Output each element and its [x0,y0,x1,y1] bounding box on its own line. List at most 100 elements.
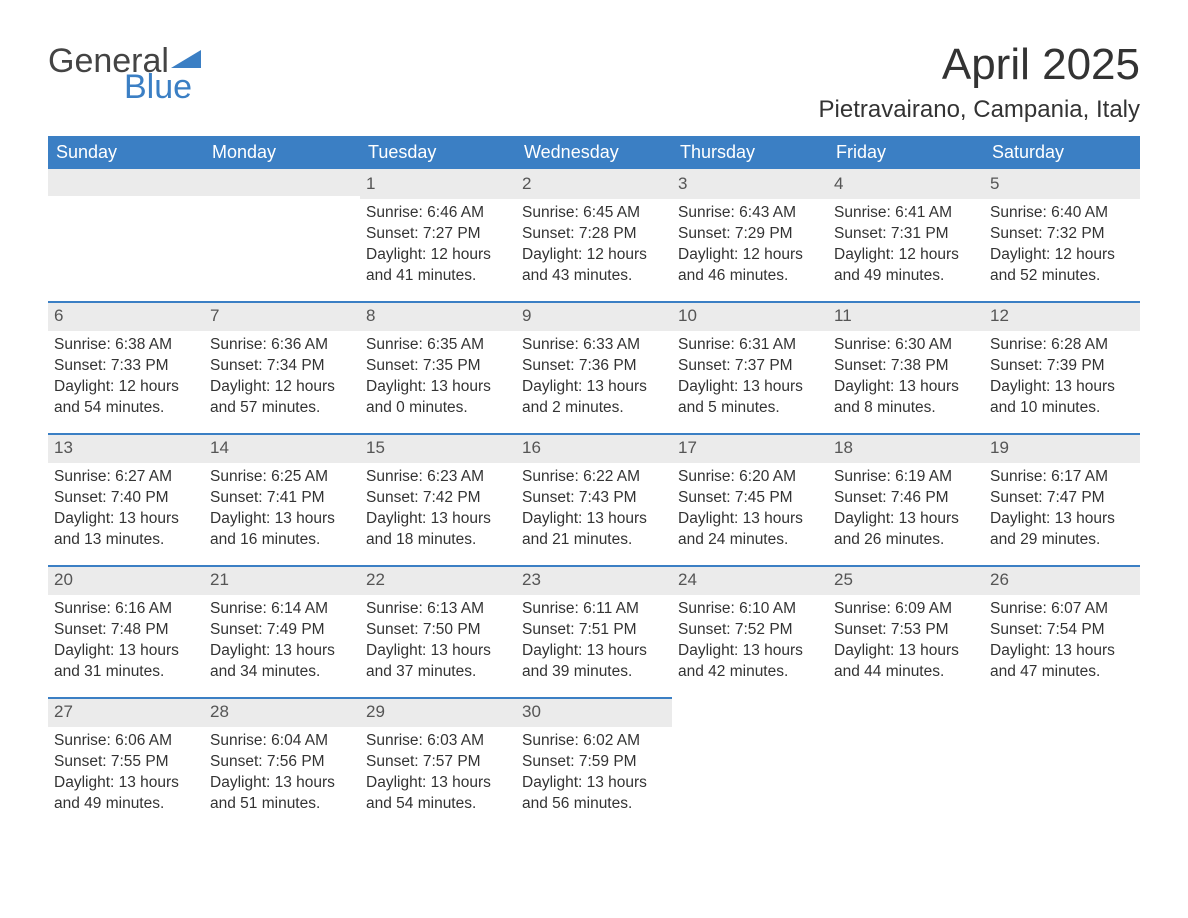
sunrise-text: Sunrise: 6:16 AM [54,599,198,620]
calendar-cell: 8Sunrise: 6:35 AMSunset: 7:35 PMDaylight… [360,301,516,433]
daylight-text: Daylight: 12 hours and 46 minutes. [678,245,822,287]
day-body: Sunrise: 6:04 AMSunset: 7:56 PMDaylight:… [204,731,360,823]
day-body: Sunrise: 6:20 AMSunset: 7:45 PMDaylight:… [672,467,828,559]
day-number: 5 [984,169,1140,199]
calendar-cell [984,697,1140,829]
day-body: Sunrise: 6:06 AMSunset: 7:55 PMDaylight:… [48,731,204,823]
daylight-text: Daylight: 13 hours and 13 minutes. [54,509,198,551]
sunrise-text: Sunrise: 6:36 AM [210,335,354,356]
sunrise-text: Sunrise: 6:02 AM [522,731,666,752]
day-number: 21 [204,565,360,595]
calendar-weeks: 1Sunrise: 6:46 AMSunset: 7:27 PMDaylight… [48,169,1140,829]
calendar-cell: 5 Sunrise: 6:40 AMSunset: 7:32 PMDaylight… [984,169,1140,301]
calendar-week: 6Sunrise: 6:38 AMSunset: 7:33 PMDaylight… [48,301,1140,433]
daylight-text: Daylight: 13 hours and 54 minutes. [366,773,510,815]
daylight-text: Daylight: 12 hours and 57 minutes. [210,377,354,419]
calendar-title: April 2025 [819,40,1141,90]
calendar-cell [828,697,984,829]
day-body: Sunrise: 6:43 AMSunset: 7:29 PMDaylight:… [672,203,828,295]
daylight-text: Daylight: 13 hours and 31 minutes. [54,641,198,683]
daylight-text: Daylight: 13 hours and 49 minutes. [54,773,198,815]
calendar-cell: 20Sunrise: 6:16 AMSunset: 7:48 PMDayligh… [48,565,204,697]
sunset-text: Sunset: 7:29 PM [678,224,822,245]
calendar-cell: 9Sunrise: 6:33 AMSunset: 7:36 PMDaylight… [516,301,672,433]
day-number: 27 [48,697,204,727]
document-header: General Blue April 2025 Pietravairano, C… [48,40,1140,124]
sunrise-text: Sunrise: 6:25 AM [210,467,354,488]
day-body: Sunrise: 6:40 AMSunset: 7:32 PMDaylight:… [984,203,1140,295]
day-number: 14 [204,433,360,463]
sunset-text: Sunset: 7:50 PM [366,620,510,641]
day-number: 16 [516,433,672,463]
day-body: Sunrise: 6:10 AMSunset: 7:52 PMDaylight:… [672,599,828,691]
daylight-text: Daylight: 13 hours and 21 minutes. [522,509,666,551]
day-number: 7 [204,301,360,331]
calendar-cell: 10 Sunrise: 6:31 AMSunset: 7:37 PMDayligh… [672,301,828,433]
calendar-cell: 18Sunrise: 6:19 AMSunset: 7:46 PMDayligh… [828,433,984,565]
day-body: Sunrise: 6:16 AMSunset: 7:48 PMDaylight:… [48,599,204,691]
sunrise-text: Sunrise: 6:20 AM [678,467,822,488]
empty-day-head [48,169,204,196]
calendar-cell: 2Sunrise: 6:45 AMSunset: 7:28 PMDaylight… [516,169,672,301]
calendar-cell: 6Sunrise: 6:38 AMSunset: 7:33 PMDaylight… [48,301,204,433]
calendar-cell: 30Sunrise: 6:02 AMSunset: 7:59 PMDayligh… [516,697,672,829]
day-number: 12 [984,301,1140,331]
sunset-text: Sunset: 7:57 PM [366,752,510,773]
day-body: Sunrise: 6:03 AMSunset: 7:57 PMDaylight:… [360,731,516,823]
day-body: Sunrise: 6:28 AMSunset: 7:39 PMDaylight:… [984,335,1140,427]
sunset-text: Sunset: 7:59 PM [522,752,666,773]
sunset-text: Sunset: 7:31 PM [834,224,978,245]
sunrise-text: Sunrise: 6:22 AM [522,467,666,488]
day-body: Sunrise: 6:38 AMSunset: 7:33 PMDaylight:… [48,335,204,427]
day-body: Sunrise: 6:30 AMSunset: 7:38 PMDaylight:… [828,335,984,427]
day-header: Tuesday [360,136,516,169]
day-body: Sunrise: 6:14 AMSunset: 7:49 PMDaylight:… [204,599,360,691]
day-body: Sunrise: 6:46 AMSunset: 7:27 PMDaylight:… [360,203,516,295]
calendar-cell: 25Sunrise: 6:09 AMSunset: 7:53 PMDayligh… [828,565,984,697]
day-number: 10 [672,301,828,331]
sunrise-text: Sunrise: 6:14 AM [210,599,354,620]
day-body: Sunrise: 6:19 AMSunset: 7:46 PMDaylight:… [828,467,984,559]
calendar-location: Pietravairano, Campania, Italy [819,96,1141,124]
daylight-text: Daylight: 12 hours and 43 minutes. [522,245,666,287]
day-body: Sunrise: 6:07 AMSunset: 7:54 PMDaylight:… [984,599,1140,691]
day-number: 15 [360,433,516,463]
sunrise-text: Sunrise: 6:07 AM [990,599,1134,620]
day-number: 3 [672,169,828,199]
daylight-text: Daylight: 13 hours and 56 minutes. [522,773,666,815]
day-number: 11 [828,301,984,331]
day-body: Sunrise: 6:17 AMSunset: 7:47 PMDaylight:… [984,467,1140,559]
sunrise-text: Sunrise: 6:43 AM [678,203,822,224]
sunset-text: Sunset: 7:45 PM [678,488,822,509]
day-body: Sunrise: 6:31 AMSunset: 7:37 PMDaylight:… [672,335,828,427]
daylight-text: Daylight: 13 hours and 26 minutes. [834,509,978,551]
calendar-cell: 27 Sunrise: 6:06 AMSunset: 7:55 PMDayligh… [48,697,204,829]
sunset-text: Sunset: 7:38 PM [834,356,978,377]
sunset-text: Sunset: 7:42 PM [366,488,510,509]
sunset-text: Sunset: 7:51 PM [522,620,666,641]
daylight-text: Daylight: 13 hours and 34 minutes. [210,641,354,683]
sunrise-text: Sunrise: 6:11 AM [522,599,666,620]
calendar-cell: 19Sunrise: 6:17 AMSunset: 7:47 PMDayligh… [984,433,1140,565]
daylight-text: Daylight: 12 hours and 41 minutes. [366,245,510,287]
title-block: April 2025 Pietravairano, Campania, Ital… [819,40,1141,124]
calendar-cell: 26Sunrise: 6:07 AMSunset: 7:54 PMDayligh… [984,565,1140,697]
day-header: Sunday [48,136,204,169]
calendar-cell: 22Sunrise: 6:13 AMSunset: 7:50 PMDayligh… [360,565,516,697]
daylight-text: Daylight: 13 hours and 5 minutes. [678,377,822,419]
day-header-row: Sunday Monday Tuesday Wednesday Thursday… [48,136,1140,169]
sunrise-text: Sunrise: 6:38 AM [54,335,198,356]
daylight-text: Daylight: 13 hours and 0 minutes. [366,377,510,419]
sunset-text: Sunset: 7:47 PM [990,488,1134,509]
day-number: 9 [516,301,672,331]
day-body: Sunrise: 6:45 AMSunset: 7:28 PMDaylight:… [516,203,672,295]
sunrise-text: Sunrise: 6:10 AM [678,599,822,620]
logo: General Blue [48,40,201,104]
day-body: Sunrise: 6:25 AMSunset: 7:41 PMDaylight:… [204,467,360,559]
sunset-text: Sunset: 7:27 PM [366,224,510,245]
calendar-cell: 21 Sunrise: 6:14 AMSunset: 7:49 PMDayligh… [204,565,360,697]
calendar-cell [48,169,204,301]
calendar-week: 1Sunrise: 6:46 AMSunset: 7:27 PMDaylight… [48,169,1140,301]
calendar-cell: 16Sunrise: 6:22 AMSunset: 7:43 PMDayligh… [516,433,672,565]
day-number: 25 [828,565,984,595]
